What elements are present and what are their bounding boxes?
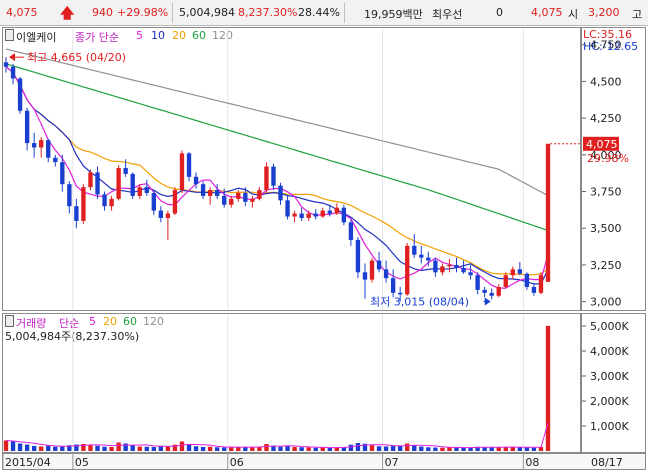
ma10-legend: 10 bbox=[151, 29, 165, 42]
up-arrow-icon: 🡅 bbox=[60, 6, 75, 22]
vma60-legend: 60 bbox=[123, 315, 137, 328]
quote-header: 4,075 🡅 940 +29.98% 5,004,984 8,237.30% … bbox=[0, 0, 648, 26]
pref-price: 4,075 bbox=[531, 6, 563, 19]
ma-legend-label: 종가 단순 bbox=[75, 31, 119, 44]
vma5-legend: 5 bbox=[89, 315, 96, 328]
current-price: 4,075 bbox=[6, 6, 38, 19]
volume-readout: 5,004,984주(8,237.30%) bbox=[5, 330, 140, 343]
volume-ma-label: 단순 bbox=[59, 317, 80, 330]
hc-readout: HC:-12.65 bbox=[583, 40, 639, 53]
lc-readout: LC:35.16 bbox=[583, 28, 633, 41]
ma20-legend: 20 bbox=[172, 29, 186, 42]
volume-title: 거래량 bbox=[16, 317, 47, 330]
price-change: 940 bbox=[92, 6, 113, 19]
volume-settings-icon[interactable] bbox=[5, 315, 14, 327]
high-label: 고 bbox=[632, 8, 643, 21]
pref-value: 0 bbox=[496, 6, 503, 19]
ma120-legend: 120 bbox=[212, 29, 233, 42]
price-axis bbox=[581, 27, 646, 311]
settings-icon[interactable] bbox=[5, 29, 14, 41]
divider bbox=[172, 3, 173, 23]
time-axis bbox=[2, 453, 646, 470]
stock-name[interactable]: 이엘케이 bbox=[16, 31, 57, 44]
price-change-pct: +29.98% bbox=[117, 6, 169, 19]
volume-ratio: 8,237.30% bbox=[238, 6, 298, 19]
ma5-legend: 5 bbox=[136, 29, 143, 42]
price-pane[interactable] bbox=[2, 27, 581, 311]
open-price: 3,200 bbox=[588, 6, 620, 19]
volume-axis bbox=[581, 313, 646, 453]
ma60-legend: 60 bbox=[192, 29, 206, 42]
open-label: 시 bbox=[568, 8, 579, 21]
divider bbox=[344, 3, 345, 23]
trade-amount: 19,959백만 bbox=[364, 8, 423, 21]
volume-value: 5,004,984 bbox=[179, 6, 235, 19]
vma120-legend: 120 bbox=[143, 315, 164, 328]
vma20-legend: 20 bbox=[103, 315, 117, 328]
turnover-rate: 28.44% bbox=[298, 6, 340, 19]
pref-label: 최우선 bbox=[432, 8, 463, 21]
